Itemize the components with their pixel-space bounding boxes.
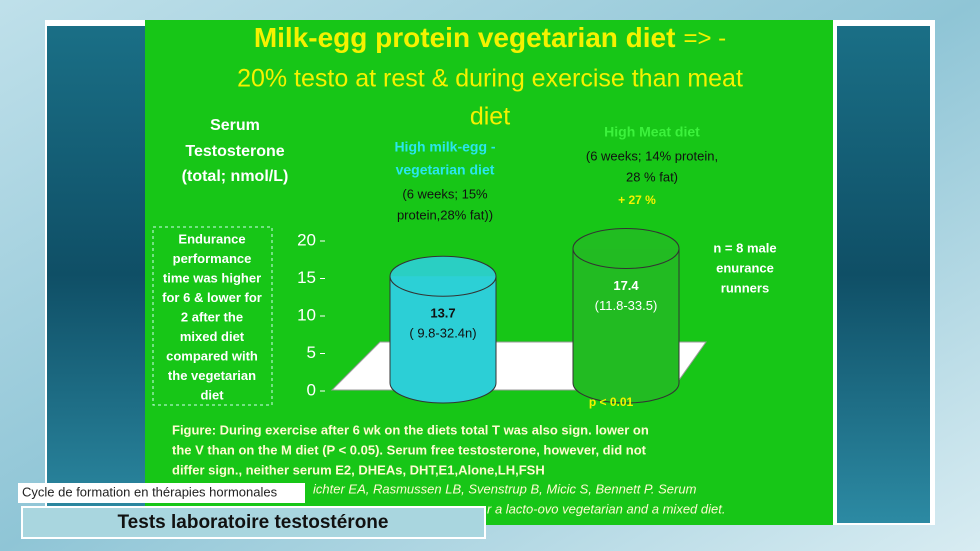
slide-right-panel (837, 26, 930, 523)
difference-label: + 27 % (618, 193, 656, 207)
side-note-box (152, 226, 273, 406)
y-tick-label: 15 (297, 268, 316, 287)
side-note-line: for 6 & lower for (162, 290, 262, 305)
slide-title: Milk-egg protein vegetarian diet => - (254, 22, 726, 53)
sample-note: n = 8 male (713, 240, 776, 255)
title-line: diet (470, 103, 510, 131)
side-note-line: the vegetarian (168, 368, 256, 383)
y-tick-label: 20 (297, 230, 316, 249)
value-range: ( 9.8-32.4n) (409, 326, 476, 341)
title-line: 20% testo at rest & during exercise than… (237, 65, 743, 93)
category-label: vegetarian diet (396, 162, 495, 178)
y-tick-label: 0 (307, 380, 316, 399)
cylinder-cap (572, 228, 680, 269)
citation-line: r a lacto-ovo vegetarian and a mixed die… (487, 501, 725, 516)
figure-caption: Figure: During exercise after 6 wk on th… (172, 422, 725, 516)
caption-line: the V than on the M diet (P < 0.05). Ser… (172, 442, 647, 457)
side-note-line: 2 after the (181, 309, 243, 324)
caption-line: Figure: During exercise after 6 wk on th… (172, 422, 649, 437)
p-value: p < 0.01 (589, 395, 634, 409)
title-bold: Milk-egg protein vegetarian diet (254, 22, 676, 53)
slide-left-panel (47, 26, 145, 523)
category-detail: (6 weeks; 15% (402, 186, 488, 201)
value-label: 17.4 (613, 278, 639, 293)
value-range: (11.8-33.5) (595, 298, 658, 313)
sample-note: runners (721, 280, 769, 295)
plot: 0 5 10 15 20 13.7 ( 9.8-32.4n) 17.4 (11.8-33.5) (297, 228, 680, 404)
bar (573, 248, 679, 383)
y-tick-label: 5 (307, 343, 316, 362)
sample-note: enurance (716, 260, 774, 275)
category-detail: (6 weeks; 14% protein, (586, 148, 718, 163)
side-note-line: compared with (166, 348, 258, 363)
y-axis-label: (total; nmol/L) (182, 168, 289, 185)
side-note-line: time was higher (163, 270, 261, 285)
lesson-box (21, 506, 486, 539)
y-axis-label: Testosterone (185, 143, 284, 160)
side-note-line: performance (173, 251, 252, 266)
side-note-line: diet (200, 387, 224, 402)
category-label: High milk-egg - (394, 139, 495, 155)
cylinder-cap (389, 255, 497, 297)
value-label: 13.7 (430, 306, 455, 321)
side-note-line: mixed diet (180, 329, 245, 344)
y-tick-label: 10 (297, 305, 316, 324)
category-label: High Meat diet (604, 124, 700, 140)
title-part: => - (683, 25, 726, 52)
lesson-label: Tests laboratoire testostérone (117, 512, 388, 533)
category-detail: protein,28% fat)) (397, 207, 493, 222)
category-detail: 28 % fat) (626, 169, 678, 184)
y-axis-label: Serum (210, 117, 260, 134)
side-note-line: Endurance (178, 231, 245, 246)
course-label: Cycle de formation en thérapies hormonal… (22, 484, 278, 499)
caption-line: differ sign., neither serum E2, DHEAs, D… (172, 462, 545, 477)
citation-line: ichter EA, Rasmussen LB, Svenstrup B, Mi… (313, 481, 697, 496)
side-note: Endurance performance time was higher for 6… (162, 231, 262, 402)
course-box (18, 483, 305, 503)
